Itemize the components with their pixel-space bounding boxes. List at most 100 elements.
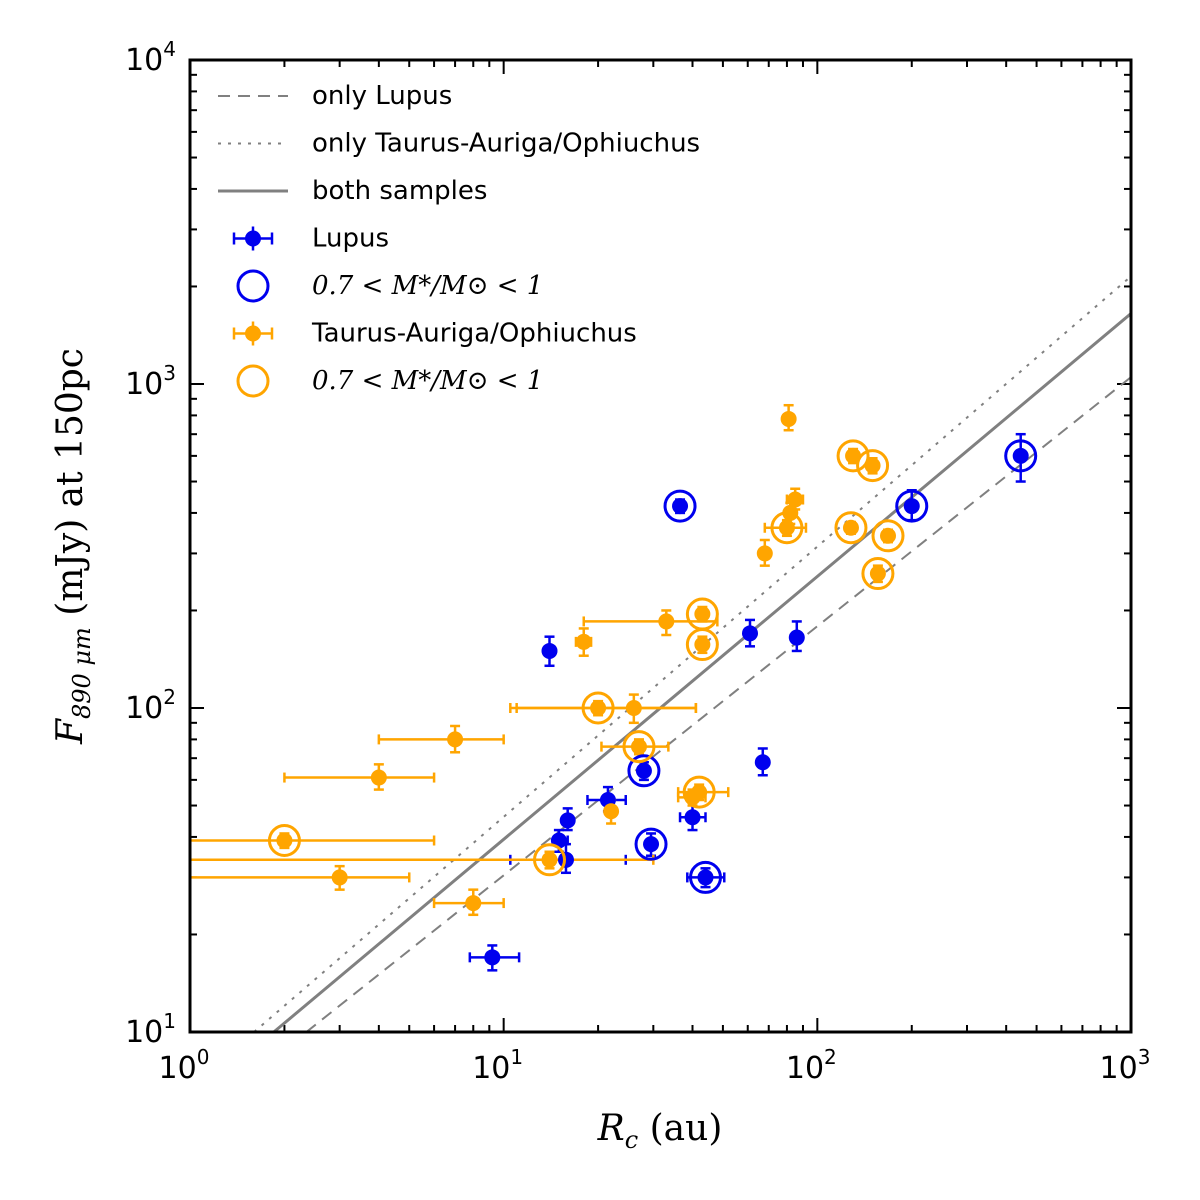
taurus-point — [778, 519, 795, 536]
taurus-point — [787, 491, 804, 508]
lupus-point — [788, 629, 805, 646]
legend-label: both samples — [312, 176, 487, 206]
data-points — [267, 410, 1038, 966]
taurus-point — [541, 851, 558, 868]
lupus-mass-ring — [627, 754, 661, 788]
taurus-point — [658, 613, 675, 630]
y-tick-base: 10 — [125, 691, 163, 726]
lupus-point — [559, 812, 576, 829]
lupus-mass-ring — [663, 489, 697, 523]
y-axis-label-main: F — [50, 717, 91, 745]
x-tick-label: 102 — [786, 1045, 837, 1086]
legend: only Lupus only Taurus-Auriga/Ophiuchus bo… — [218, 81, 700, 398]
x-tick-base: 10 — [159, 1051, 197, 1086]
x-tick-label: 103 — [1100, 1045, 1151, 1086]
taurus-point — [880, 527, 897, 544]
taurus-point — [630, 738, 647, 755]
legend-ring — [236, 269, 270, 303]
fit-line-dotted — [253, 275, 1131, 1032]
taurus-mass-ring — [581, 691, 615, 725]
x-tick-base: 10 — [472, 1051, 510, 1086]
lupus-point — [697, 869, 714, 886]
y-tick-base: 10 — [125, 367, 163, 402]
x-tick-exp: 3 — [1138, 1045, 1151, 1069]
legend-label: only Taurus-Auriga/Ophiuchus — [312, 129, 700, 159]
taurus-point — [845, 447, 862, 464]
fit-line-solid — [272, 312, 1131, 1032]
taurus-point — [756, 545, 773, 562]
taurus-mass-ring — [770, 511, 804, 545]
fit-lines — [253, 275, 1131, 1032]
y-tick-label: 104 — [125, 37, 176, 78]
y-tick-label: 103 — [125, 361, 176, 402]
x-axis-label-main: R — [597, 1108, 625, 1149]
x-tick-exp: 2 — [824, 1045, 837, 1069]
taurus-mass-ring — [871, 519, 905, 553]
y-axis-label-sub: 890 μm — [68, 627, 96, 719]
lupus-mass-ring — [1004, 439, 1038, 473]
fit-line-dashed — [305, 376, 1131, 1032]
lupus-point — [1012, 447, 1029, 464]
x-tick-label: 101 — [472, 1045, 523, 1086]
legend-marker — [245, 230, 261, 247]
x-axis-label-rest: (au) — [638, 1108, 722, 1149]
taurus-mass-ring — [836, 439, 870, 473]
lupus-point — [754, 754, 771, 771]
taurus-point — [603, 803, 620, 820]
taurus-mass-ring — [682, 775, 716, 809]
legend-marker — [245, 325, 261, 342]
taurus-point — [694, 636, 711, 653]
lupus-point — [903, 498, 920, 515]
lupus-point — [484, 949, 501, 966]
taurus-point — [694, 606, 711, 623]
taurus-mass-ring — [622, 730, 656, 764]
x-tick-label: 100 — [159, 1045, 210, 1086]
y-tick-exp: 2 — [163, 685, 176, 709]
taurus-point — [370, 769, 387, 786]
taurus-point — [575, 633, 592, 650]
legend-label: 0.7 < M*/M⊙ < 1 — [312, 366, 543, 396]
y-tick-exp: 3 — [163, 361, 176, 385]
lupus-mass-ring — [895, 489, 929, 523]
y-tick-base: 10 — [125, 1015, 163, 1050]
plot-frame — [188, 58, 1133, 1034]
legend-label: Taurus-Auriga/Ophiuchus — [311, 319, 637, 349]
taurus-point — [590, 700, 607, 716]
lupus-mass-ring — [688, 860, 722, 894]
taurus-point — [447, 731, 464, 748]
x-tick-exp: 0 — [197, 1045, 210, 1069]
taurus-point — [869, 565, 886, 582]
taurus-mass-ring — [267, 823, 301, 857]
x-tick-base: 10 — [786, 1051, 824, 1086]
taurus-mass-ring — [861, 557, 895, 591]
x-tick-exp: 1 — [510, 1045, 523, 1069]
lupus-point — [672, 498, 689, 515]
legend-label: Lupus — [312, 224, 389, 254]
legend-ring — [236, 364, 270, 398]
x-tick-base: 10 — [1100, 1051, 1138, 1086]
y-tick-label: 102 — [125, 685, 176, 726]
lupus-point — [684, 809, 701, 826]
taurus-point — [864, 457, 881, 474]
y-axis-label-rest: (mJy) at 150pc — [50, 348, 91, 627]
y-axis-label: F890 μm (mJy) at 150pc — [50, 348, 96, 745]
taurus-point — [625, 700, 642, 716]
taurus-mass-ring — [685, 628, 719, 662]
y-tick-exp: 1 — [163, 1009, 176, 1033]
taurus-mass-ring — [834, 511, 868, 545]
taurus-mass-ring — [533, 843, 567, 877]
legend-label: 0.7 < M*/M⊙ < 1 — [312, 271, 543, 301]
y-tick-exp: 4 — [163, 37, 176, 61]
lupus-point — [741, 625, 758, 642]
x-axis-label: Rc (au) — [597, 1108, 723, 1154]
x-axis-label-sub: c — [625, 1126, 638, 1154]
taurus-point — [331, 869, 348, 886]
lupus-mass-ring — [634, 827, 668, 861]
lupus-point — [635, 762, 652, 779]
taurus-point — [684, 789, 701, 806]
lupus-point — [643, 836, 660, 853]
y-tick-base: 10 — [125, 43, 163, 78]
